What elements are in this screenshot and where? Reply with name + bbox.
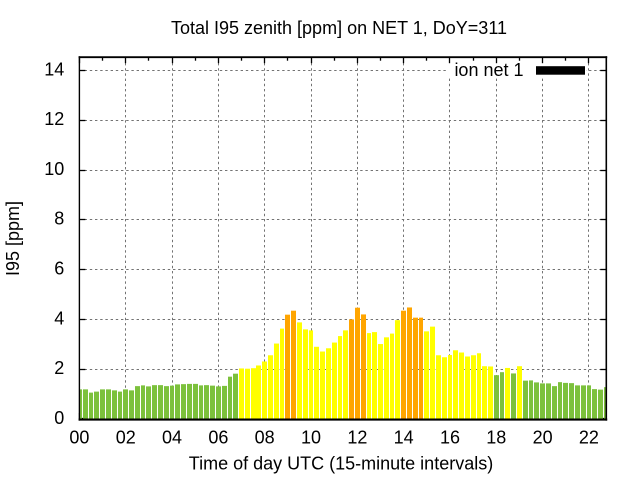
svg-text:14: 14 bbox=[394, 428, 414, 448]
svg-text:20: 20 bbox=[533, 428, 553, 448]
svg-text:12: 12 bbox=[347, 428, 367, 448]
svg-text:08: 08 bbox=[255, 428, 275, 448]
svg-text:4: 4 bbox=[54, 308, 64, 328]
svg-text:10: 10 bbox=[301, 428, 321, 448]
svg-text:14: 14 bbox=[44, 59, 64, 79]
svg-text:06: 06 bbox=[208, 428, 228, 448]
svg-text:00: 00 bbox=[69, 428, 89, 448]
svg-text:10: 10 bbox=[44, 159, 64, 179]
svg-text:I95 [ppm]: I95 [ppm] bbox=[3, 201, 23, 276]
svg-text:04: 04 bbox=[162, 428, 182, 448]
svg-text:16: 16 bbox=[440, 428, 460, 448]
svg-text:12: 12 bbox=[44, 109, 64, 129]
svg-text:22: 22 bbox=[579, 428, 599, 448]
svg-text:8: 8 bbox=[54, 209, 64, 229]
svg-text:2: 2 bbox=[54, 358, 64, 378]
svg-text:Total I95 zenith [ppm] on NET: Total I95 zenith [ppm] on NET 1, DoY=311 bbox=[171, 18, 507, 38]
svg-text:0: 0 bbox=[54, 408, 64, 428]
svg-text:Time of day UTC (15-minute int: Time of day UTC (15-minute intervals) bbox=[189, 454, 493, 474]
svg-text:02: 02 bbox=[116, 428, 136, 448]
svg-text:6: 6 bbox=[54, 259, 64, 279]
svg-text:18: 18 bbox=[486, 428, 506, 448]
svg-text:ion net 1: ion net 1 bbox=[454, 60, 523, 80]
